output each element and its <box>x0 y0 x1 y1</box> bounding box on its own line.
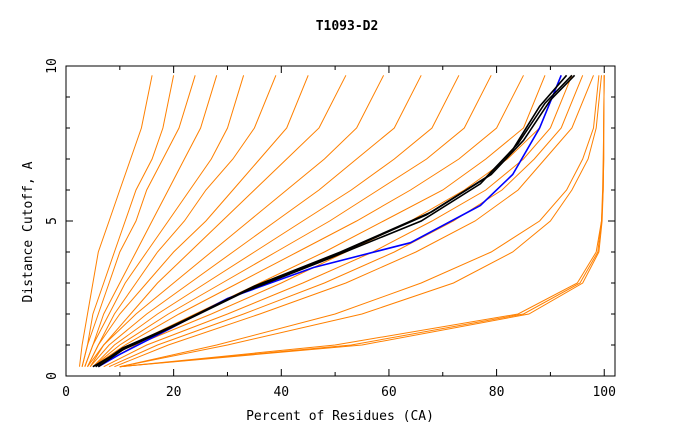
series-line-15 <box>103 75 573 368</box>
series-line-11 <box>92 75 492 368</box>
series-line-0 <box>79 75 153 367</box>
series-line-3 <box>84 75 218 367</box>
x-tick-label: 80 <box>489 385 505 400</box>
series-line-23 <box>97 74 562 368</box>
x-tick-label: 100 <box>592 385 615 400</box>
series-layer <box>79 74 605 368</box>
series-line-12 <box>92 75 524 368</box>
series-line-8 <box>89 75 385 367</box>
y-axis: 0 5 10 <box>45 58 615 380</box>
y-axis-label: Distance Cutoff, A <box>21 161 36 302</box>
x-axis-label: Percent of Residues (CA) <box>246 409 434 424</box>
series-line-25 <box>95 74 573 368</box>
y-tick-label: 5 <box>45 217 60 225</box>
series-line-17 <box>114 75 594 368</box>
series-line-22 <box>119 75 605 368</box>
x-tick-label: 60 <box>381 385 397 400</box>
series-line-1 <box>81 75 175 367</box>
y-tick-label: 10 <box>45 58 60 74</box>
x-tick-label: 40 <box>273 385 289 400</box>
series-line-18 <box>119 75 600 368</box>
series-line-19 <box>119 75 602 368</box>
series-line-26 <box>97 74 576 368</box>
series-line-6 <box>87 75 309 367</box>
series-line-9 <box>89 75 422 368</box>
series-line-7 <box>87 75 347 367</box>
chart-title: T1093-D2 <box>316 19 379 34</box>
series-line-10 <box>92 75 460 368</box>
x-axis: 0 20 40 60 80 100 <box>62 66 616 400</box>
series-line-16 <box>108 75 584 368</box>
x-tick-label: 0 <box>62 385 70 400</box>
series-line-5 <box>87 75 277 367</box>
x-tick-label: 20 <box>166 385 182 400</box>
series-line-4 <box>84 75 245 367</box>
plot-frame <box>65 65 616 377</box>
y-tick-label: 0 <box>45 372 60 380</box>
series-line-2 <box>81 75 196 367</box>
